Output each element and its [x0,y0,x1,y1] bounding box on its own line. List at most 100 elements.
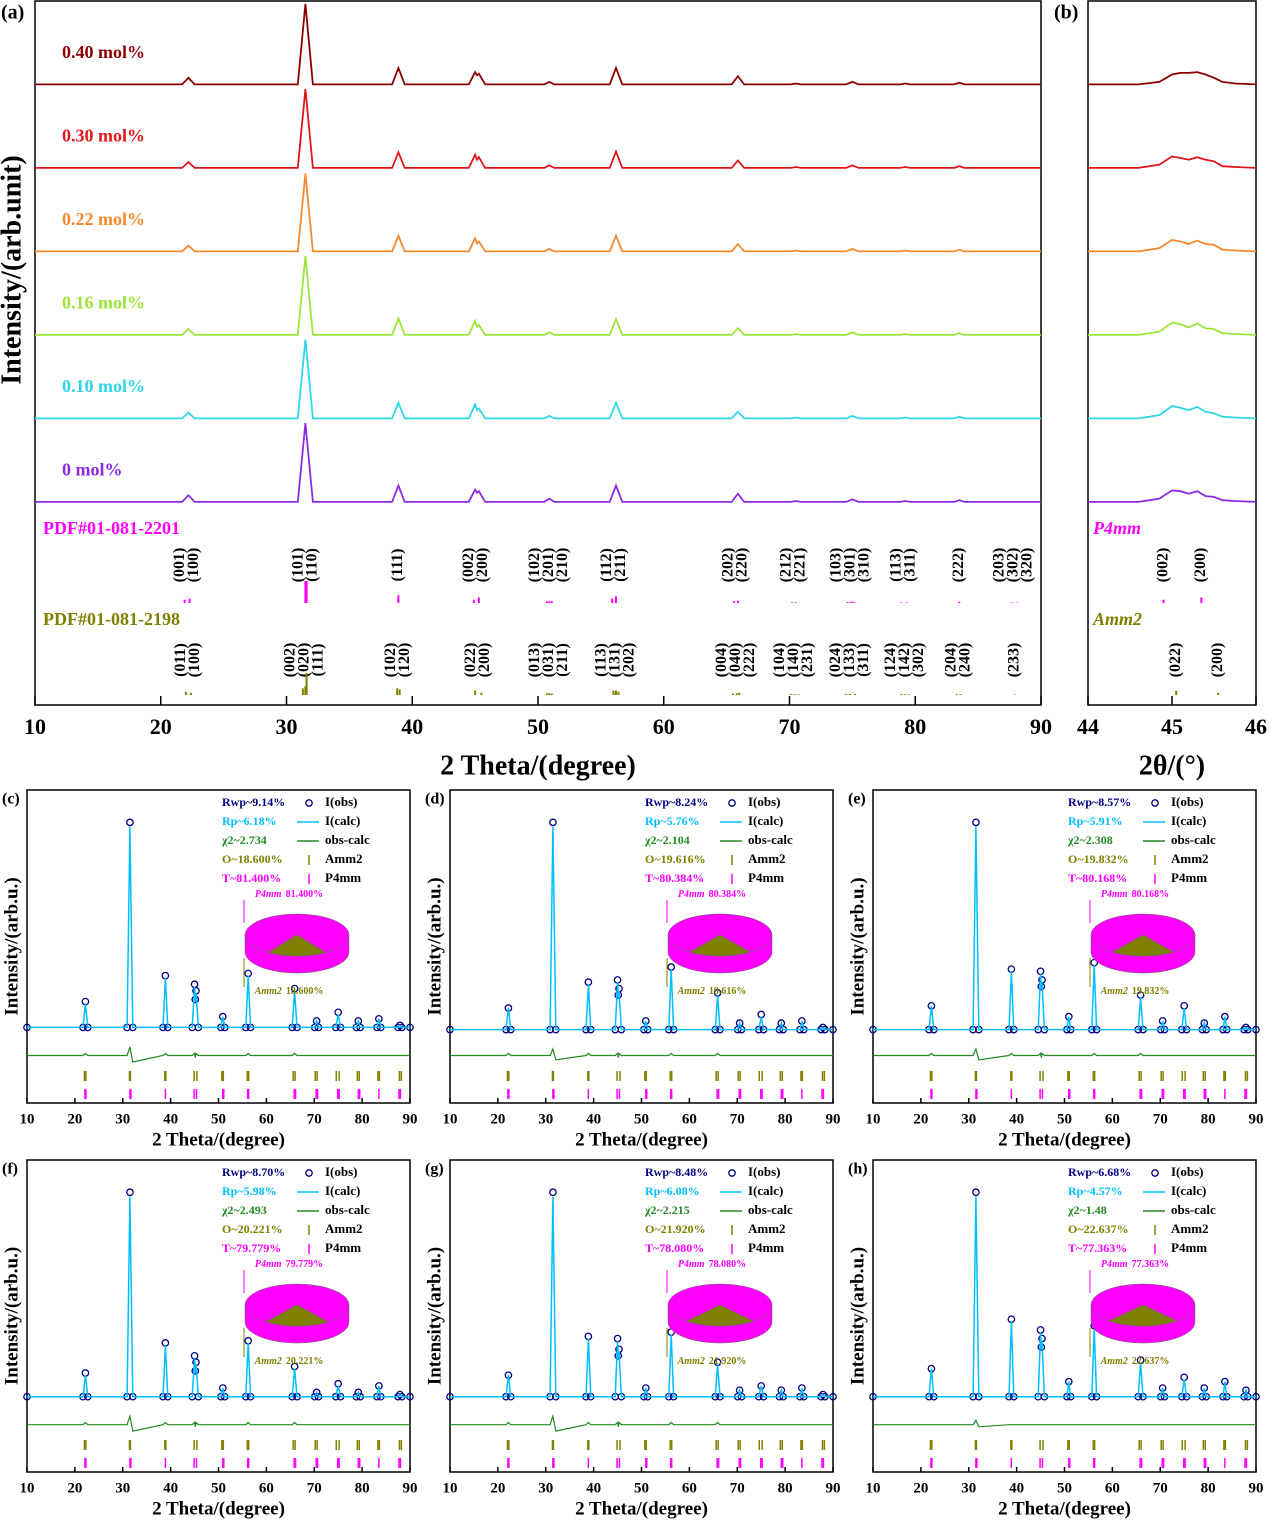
hkl-label: (002) [460,548,477,583]
legend-label: I(obs) [1171,794,1204,809]
x-tick-label: 90 [826,1111,841,1127]
pie-slice [1108,1304,1178,1327]
hkl-label: (031) [540,643,557,678]
refinement-stat: Rp~5.98% [222,1184,277,1198]
pie-category: Amm2 [1100,986,1128,997]
hkl-label: (212) [778,548,795,583]
hkl-label: (024) [827,643,844,678]
xrd-pattern [1088,405,1257,420]
legend-label: I(calc) [325,1183,360,1198]
legend-symbol [305,799,313,807]
x-tick-label: 40 [586,1111,601,1127]
diff-line [873,1047,1256,1061]
x-tick-label: 80 [778,1480,793,1496]
calc-line [450,1196,833,1398]
pie-slice [267,934,327,957]
x-axis-label: 2 Theta/(degree) [575,1129,708,1150]
pie-label: Amm2 21.920% [677,1356,747,1367]
x-tick-label: 80 [1201,1480,1216,1496]
legend-label: P4mm [748,1240,784,1255]
hkl-label: (310) [855,548,872,583]
hkl-label: (311) [902,548,919,582]
legend-label: P4mm [1171,870,1207,885]
pie-category: P4mm [255,1259,282,1270]
calc-line [27,826,410,1029]
pie-label: P4mm 77.363% [1101,1259,1169,1270]
pie-value-label: 77.363% [1132,1259,1170,1270]
pie-value-label: 81.400% [286,889,324,900]
pie-label: P4mm 80.384% [678,889,746,900]
obs-point [549,818,557,827]
plot-frame [1087,0,1257,706]
legend-symbol [728,1169,736,1177]
xrd-pattern [35,339,1041,420]
x-tick-label: 70 [307,1111,322,1127]
refinement-stat: O~20.221% [222,1222,283,1236]
hkl-label: (200) [476,643,493,678]
x-tick-label: 30 [538,1480,553,1496]
legend-label: Amm2 [1171,851,1209,866]
hkl-label: (120) [396,643,413,678]
obs-point [396,1021,404,1030]
y-axis-label: Intensity/(arb.u.) [847,877,868,1015]
hkl-label: (124) [882,643,899,678]
hkl-label: (001) [171,548,188,583]
x-tick-label: 60 [682,1111,697,1127]
x-tick-label: 30 [115,1480,130,1496]
x-tick-label: 40 [163,1480,178,1496]
y-axis-label: Intensity/(arb.u.) [1,1247,22,1385]
hkl-label: (100) [186,643,203,678]
obs-point [819,1023,827,1032]
pie-slice [686,1304,754,1327]
refinement-stat: T~80.384% [645,871,704,885]
refinement-stat: Rp~6.08% [645,1184,700,1198]
legend-label: obs-calc [748,832,793,847]
pie-label: Amm2 18.600% [254,986,324,997]
legend-label: P4mm [748,870,784,885]
refinement-stat: Rwp~8.57% [1068,795,1131,809]
pie-label: P4mm 80.168% [1101,889,1169,900]
pie-label: P4mm 81.400% [255,889,323,900]
panel-label: (a) [1,2,24,24]
hkl-label: (202) [621,643,638,678]
x-axis-label: 2 Theta/(degree) [998,1129,1131,1150]
refinement-stat: O~21.920% [645,1222,706,1236]
hkl-label: (222) [950,548,967,583]
pie-label: Amm2 20.221% [254,1356,324,1367]
series-label: 0.30 mol% [62,126,145,146]
x-tick-label: 50 [211,1480,226,1496]
pie-slice [265,1304,329,1327]
refinement-stat: O~22.637% [1068,1222,1129,1236]
hkl-label: (022) [462,643,479,678]
pie-label: P4mm 78.080% [678,1259,746,1270]
hkl-label: (301) [841,548,858,583]
x-tick-label: 30 [276,714,298,739]
hkl-label: (112) [598,548,615,582]
panel-label: (b) [1054,2,1078,24]
pie-label: P4mm 79.779% [255,1259,323,1270]
pie-category: Amm2 [254,1356,282,1367]
legend-symbol [1151,1169,1159,1177]
x-tick-label: 10 [20,1111,35,1127]
pie-slice [667,1283,773,1322]
legend-label: I(calc) [1171,1183,1206,1198]
legend-label: obs-calc [325,1202,370,1217]
pie-category: P4mm [678,889,705,900]
hkl-label: (311) [855,643,872,677]
hkl-label: (113) [593,643,610,677]
hkl-label: (013) [526,643,543,678]
legend-label: P4mm [325,870,361,885]
reference-name: Amm2 [1092,609,1142,629]
x-tick-label: 30 [115,1111,130,1127]
x-tick-label: 50 [211,1111,226,1127]
hkl-label: (004) [713,643,730,678]
hkl-label: (100) [185,548,202,583]
pie-value-label: 22.637% [1132,1356,1170,1367]
x-tick-label: 40 [401,714,423,739]
hkl-label: (133) [841,643,858,678]
hkl-label: (102) [382,643,399,678]
x-axis-label: 2θ/(°) [1139,750,1205,781]
legend-label: Amm2 [325,851,363,866]
x-tick-label: 60 [653,714,675,739]
x-tick-label: 20 [490,1111,505,1127]
